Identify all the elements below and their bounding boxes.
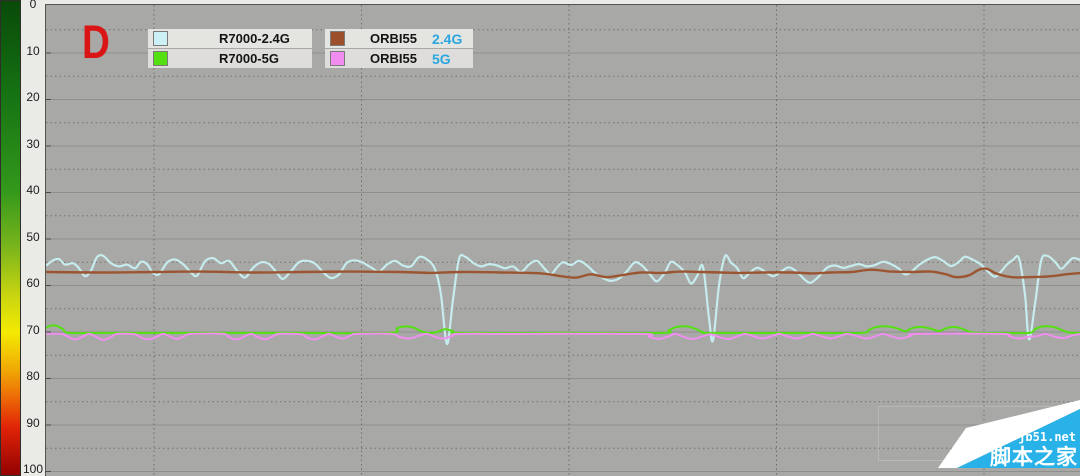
legend-label: ORBI55 — [370, 51, 417, 66]
legend-r7000: R7000-2.4G R7000-5G — [148, 29, 312, 69]
legend-item-orbi55-24g[interactable]: ORBI55 2.4G — [325, 29, 473, 48]
legend-band-label: 5G — [432, 50, 451, 67]
y-axis-label-strip: 0 10 20 30 40 50 60 70 80 90 100 — [21, 0, 45, 476]
legend-item-r7000-24g[interactable]: R7000-2.4G — [148, 29, 312, 48]
legend-label: ORBI55 — [370, 31, 417, 46]
signal-strength-gradient-bar — [0, 0, 21, 476]
legend-band-label: 2.4G — [432, 30, 463, 47]
legend-label: R7000-2.4G — [219, 31, 290, 46]
y-axis-tick-label: 80 — [26, 369, 40, 383]
jb51-banner-icon — [938, 400, 1080, 468]
watermark-site-text: jb51.net — [1018, 430, 1076, 444]
r7000-5g-swatch-icon — [153, 51, 168, 66]
y-axis-tick-label: 60 — [26, 276, 40, 290]
r7000-24g-swatch-icon — [153, 31, 168, 46]
legend-label: R7000-5G — [219, 51, 279, 66]
y-axis-tick-label: 10 — [26, 43, 40, 58]
jb51-watermark-logo: jb51.net 脚本之家 — [935, 399, 1080, 469]
y-axis-tick-label: 100 — [22, 462, 44, 476]
y-axis-tick-label: 70 — [26, 322, 40, 337]
legend-orbi55: ORBI55 2.4G ORBI55 5G — [325, 29, 473, 69]
y-axis-tick-label: 90 — [26, 415, 40, 430]
y-axis-tick-label: 30 — [26, 136, 40, 151]
orbi55-24g-swatch-icon — [330, 31, 345, 46]
legend-item-orbi55-5g[interactable]: ORBI55 5G — [325, 49, 473, 68]
orbi55-5g-swatch-icon — [330, 51, 345, 66]
watermark-name-text: 脚本之家 — [990, 446, 1078, 469]
y-axis-tick-label: 20 — [26, 90, 40, 104]
legend-item-r7000-5g[interactable]: R7000-5G — [148, 49, 312, 68]
y-axis-tick-label: 50 — [26, 229, 40, 244]
channel-d-marker: D — [82, 15, 110, 68]
y-axis-tick-label: 0 — [29, 0, 37, 11]
chart-plot-area — [45, 4, 1080, 476]
series-line-orbi55-5g — [46, 332, 1080, 341]
series-line-r7000-2.4g — [46, 253, 1080, 346]
y-axis-tick-label: 40 — [26, 183, 40, 197]
series-line-orbi55-2.4g — [46, 267, 1080, 279]
signal-lines-svg — [46, 5, 1080, 476]
